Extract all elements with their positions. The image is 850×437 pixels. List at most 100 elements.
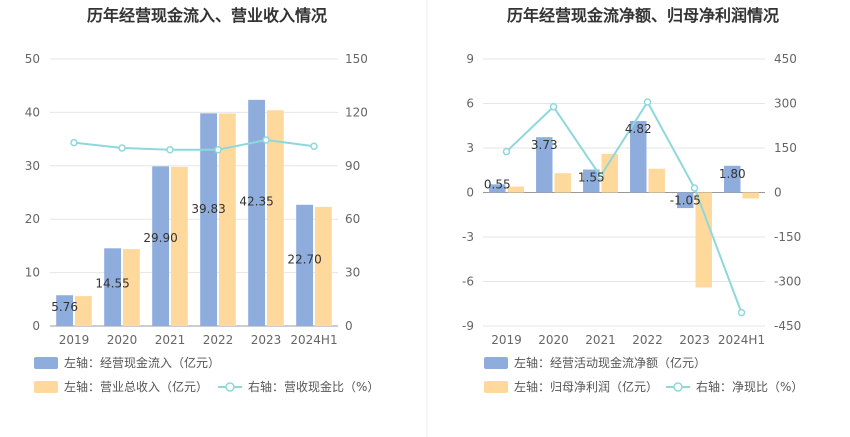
y-left-tick-label: 6 [466,97,474,111]
y-right-tick-label: -150 [774,230,801,244]
legend-swatch [34,381,58,393]
data-label: 42.35 [239,195,273,209]
y-left-tick-label: 30 [25,159,40,173]
x-tick-label: 2019 [491,333,522,347]
y-left-tick-label: 9 [466,52,474,66]
x-tick-label: 2022 [632,333,663,347]
bar-primary [583,169,600,193]
data-label: -1.05 [670,194,701,208]
chart-panel-cash-inflow: 历年经营现金流入、营业收入情况 0 10 20 30 40 50 0 30 60 90 120 150… [25,6,380,394]
data-label: 5.76 [51,300,78,314]
data-label: 4.82 [625,122,652,136]
legend-label: 左轴：经营现金流入（亿元） [64,355,220,370]
data-label: 1.80 [719,167,746,181]
ratio-point [262,136,270,144]
data-label: 1.55 [578,171,605,185]
ratio-point [596,172,605,180]
legend-label: 左轴：营业总收入（亿元） [64,379,208,394]
x-tick-label: 2024H1 [718,333,765,347]
chart-title: 历年经营现金流净额、归母净利润情况 [507,6,779,25]
x-tick-label: 2022 [203,333,234,347]
bar-secondary [315,206,332,326]
bar-primary [677,192,694,209]
ratio-point [214,146,222,154]
y-right-tick-label: 120 [345,105,368,119]
data-label: 3.73 [531,138,558,152]
y-left-tick-label: -3 [462,230,474,244]
bar-secondary [507,186,524,193]
ratio-point [502,147,511,156]
bar-primary [296,204,313,326]
x-tick-label: 2020 [107,333,138,347]
y-right-tick-label: -300 [774,275,801,289]
legend-label: 左轴：归母净利润（亿元） [514,379,658,394]
y-left-tick-label: 10 [25,266,40,280]
x-tick-label: 2023 [679,333,710,347]
legend-label: 右轴：净现比（%） [696,379,803,394]
ratio-line [505,100,743,314]
x-tick-label: 2021 [155,333,186,347]
legend-marker [673,382,683,392]
y-right-tick-label: 150 [774,141,797,155]
y-right-tick-label: 90 [345,159,360,173]
legend-marker [225,382,235,392]
ratio-line [73,138,315,151]
ratio-point [310,142,318,150]
y-left-tick-label: 0 [32,319,40,333]
bar-secondary [75,296,92,326]
bar-primary [630,121,647,193]
y-left-tick-label: 3 [466,141,474,155]
ratio-point [643,98,652,106]
bar-secondary [267,110,284,326]
y-right-tick-label: 150 [345,52,368,66]
legend-swatch [484,357,508,369]
y-left-tick-label: 40 [25,105,40,119]
bar-primary [152,166,169,326]
y-right-tick-label: 450 [774,52,797,66]
ratio-point [549,103,558,111]
y-right-tick-label: 0 [774,186,782,200]
bar-secondary [648,168,665,193]
x-tick-label: 2023 [251,333,282,347]
ratio-point [118,144,126,152]
data-label: 39.83 [191,202,225,216]
y-right-tick-label: 60 [345,212,360,226]
x-tick-label: 2020 [538,333,569,347]
bar-primary [724,165,741,193]
y-right-tick-label: 30 [345,266,360,280]
bar-secondary [554,173,571,193]
bar-primary [536,137,553,193]
bar-secondary [742,192,759,199]
y-right-tick-label: -450 [774,319,801,333]
ratio-point [70,138,78,147]
legend-label: 右轴：营收现金比（%） [248,379,379,394]
data-label: 29.90 [143,231,177,245]
bar-primary [56,295,73,326]
legend-label: 左轴：经营活动现金流净额（亿元） [514,355,706,370]
bar-primary [489,184,506,193]
data-label: 0.55 [484,178,511,192]
y-left-tick-label: 20 [25,212,40,226]
bar-primary [104,248,121,326]
data-label: 14.55 [95,276,129,290]
x-tick-label: 2019 [59,333,90,347]
ratio-point [166,146,174,154]
bar-secondary [219,113,236,326]
bar-primary [200,113,217,326]
bar-secondary [171,166,188,326]
y-left-tick-label: -9 [462,319,474,333]
y-right-tick-label: 0 [345,319,353,333]
ratio-point [737,308,746,317]
legend-swatch [34,357,58,369]
y-right-tick-label: 300 [774,97,797,111]
x-tick-label: 2021 [585,333,616,347]
bar-secondary [601,153,618,193]
bar-primary [248,99,265,326]
bar-secondary [695,192,712,288]
x-tick-label: 2024H1 [290,333,337,347]
ratio-point [690,184,699,192]
y-left-tick-label: 0 [466,186,474,200]
y-left-tick-label: -6 [462,275,474,289]
chart-panel-net-cash-flow: 历年经营现金流净额、归母净利润情况 -9 -6 -3 0 3 6 9 -450 -300 -150… [462,6,803,394]
